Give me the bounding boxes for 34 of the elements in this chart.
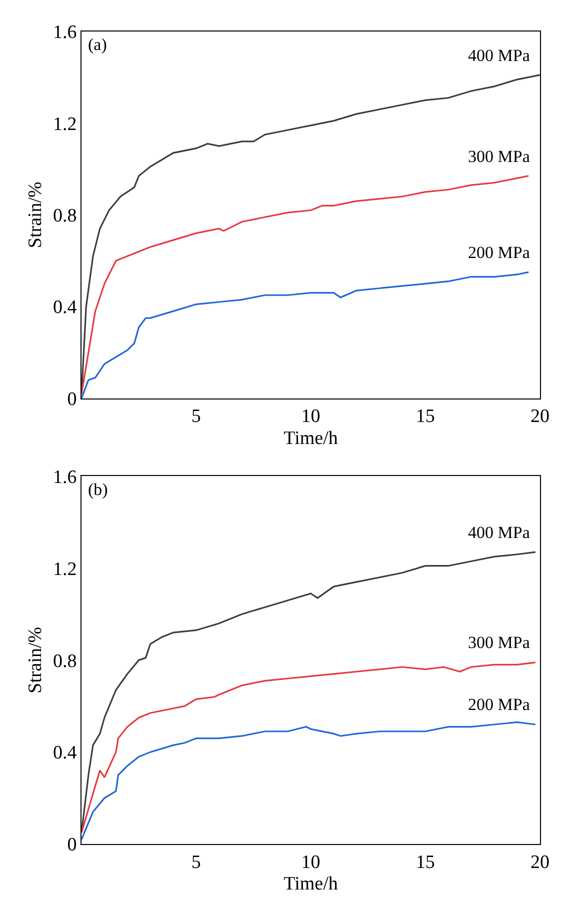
y-tick-label: 0.4 <box>53 742 78 764</box>
series-label: 400 MPa <box>468 46 530 65</box>
x-tick-label: 5 <box>191 852 201 873</box>
y-tick-label: 0.8 <box>53 650 77 672</box>
x-tick-label: 15 <box>416 852 435 873</box>
line-series <box>82 271 530 398</box>
series-label: 200 MPa <box>468 695 530 714</box>
chart-title: (b) <box>88 480 108 499</box>
series-label: 300 MPa <box>468 147 530 166</box>
x-tick-label: 15 <box>416 406 435 428</box>
y-tick-label: 1.6 <box>53 466 77 488</box>
y-tick-label: 1.6 <box>53 22 77 44</box>
x-tick-label: 10 <box>301 852 320 873</box>
x-tick-label: 20 <box>530 406 550 428</box>
y-tick-label: 0 <box>67 834 77 856</box>
chart-title: (a) <box>88 35 107 54</box>
y-tick-label: 0.4 <box>53 297 78 318</box>
x-tick-label: 5 <box>191 406 201 428</box>
y-axis-title: Strain/% <box>24 181 46 248</box>
x-axis-title: Time/h <box>284 874 338 895</box>
y-axis-title: Strain/% <box>24 626 46 694</box>
y-tick-label: 1.2 <box>53 558 77 580</box>
y-tick-label: 0 <box>67 388 77 410</box>
series-label: 200 MPa <box>468 243 530 262</box>
series-label: 300 MPa <box>468 633 530 652</box>
y-tick-label: 0.8 <box>53 206 77 227</box>
series-label: 400 MPa <box>468 523 530 542</box>
line-series <box>82 721 536 840</box>
x-axis-title: Time/h <box>284 428 338 449</box>
y-tick-label: 1.2 <box>53 114 77 135</box>
x-tick-label: 10 <box>301 406 320 428</box>
x-tick-label: 20 <box>530 852 550 873</box>
line-series <box>82 175 530 395</box>
line-series <box>82 662 536 834</box>
